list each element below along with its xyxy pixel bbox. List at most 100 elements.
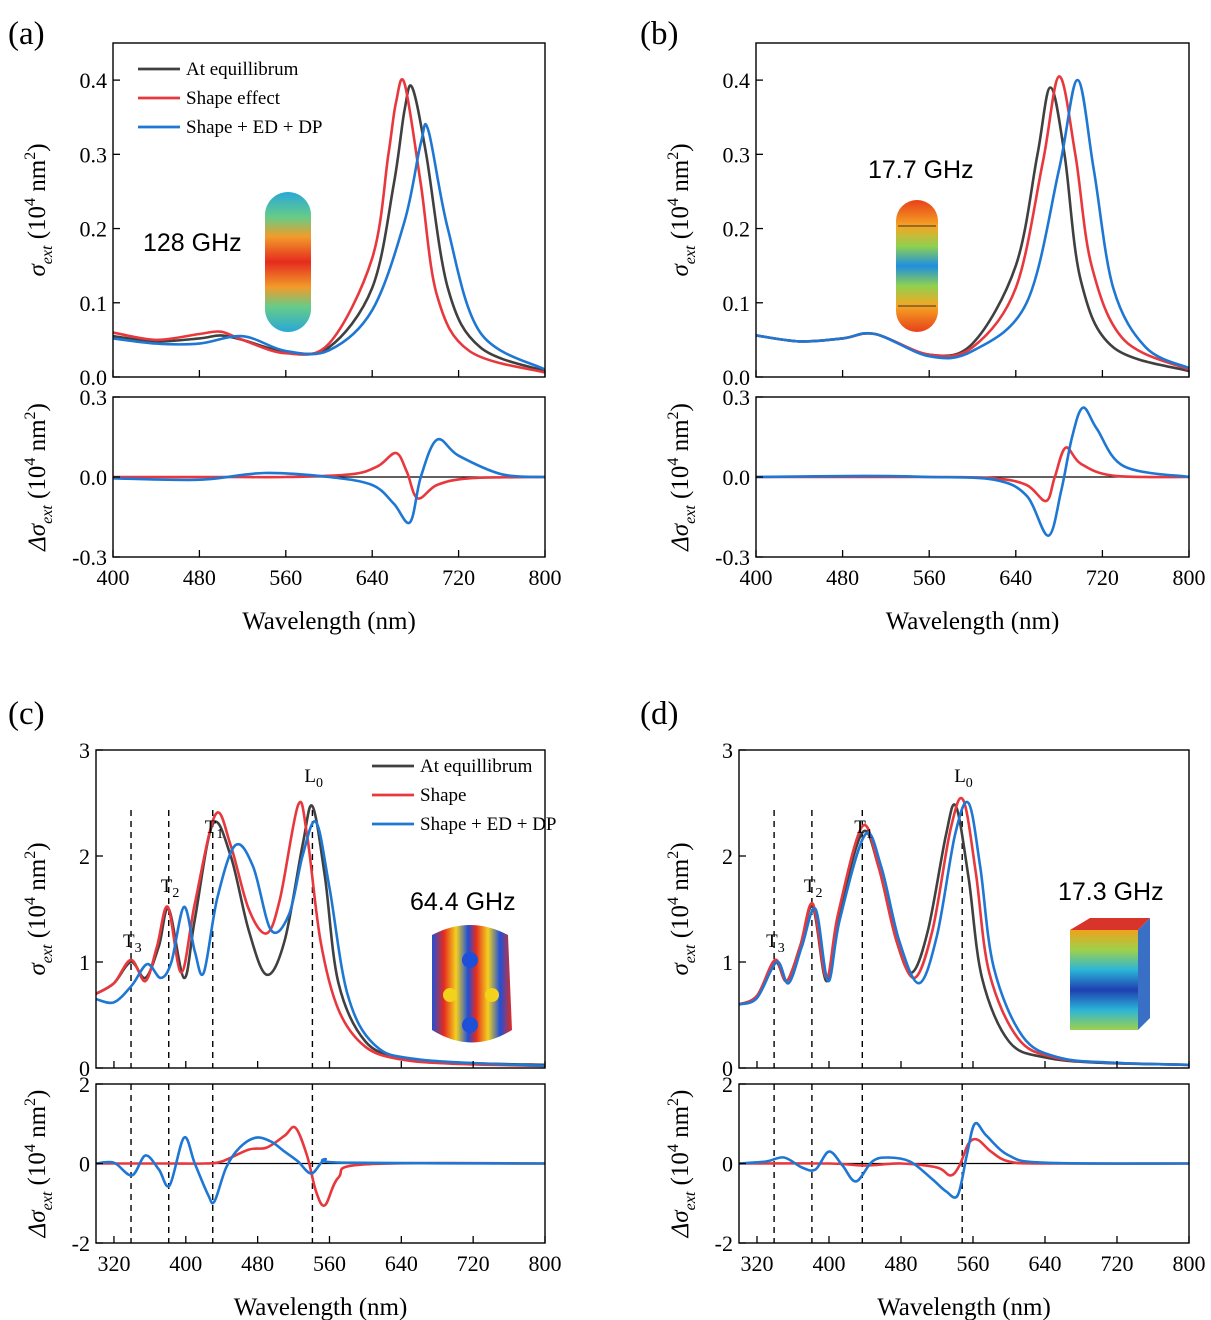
y-axis-label-part: nm <box>667 858 694 897</box>
x-tick-label: 480 <box>241 1251 274 1276</box>
legend: At equillibrum Shape effect Shape + ED + D… <box>138 59 322 138</box>
panel-label: (c) <box>8 696 45 732</box>
series-line <box>113 78 545 374</box>
peak-label-sub: 0 <box>966 776 973 791</box>
y-tick-label: 3 <box>79 738 90 763</box>
y-axis-label-part: ext <box>682 505 699 524</box>
y-axis-label-bottom: Δσext (104 nm2) <box>22 403 56 552</box>
y-axis-label-part: ext <box>682 944 699 963</box>
x-tick-label: 720 <box>1101 1251 1134 1276</box>
plot-frame <box>112 42 546 378</box>
y-tick-label: 0.0 <box>80 465 108 490</box>
y-axis-label-part: σ <box>24 962 51 976</box>
series-line <box>96 820 545 1068</box>
y-tick-label: 0.2 <box>80 217 108 242</box>
y-axis-label-part: nm <box>24 419 51 458</box>
y-tick-label: 0.3 <box>80 142 108 167</box>
peak-label-sub: 1 <box>216 827 223 842</box>
y-axis-label-part: 2 <box>665 851 682 859</box>
plot-frame <box>95 749 546 1069</box>
x-tick-label: 320 <box>741 1251 774 1276</box>
x-tick-label: 480 <box>885 1251 918 1276</box>
x-axis-label: Wavelength (nm) <box>242 608 416 635</box>
series-line <box>756 86 1189 373</box>
peak-label: T1 <box>205 817 224 842</box>
plot-frame <box>738 749 1190 1069</box>
y-tick-label: 0 <box>722 1152 733 1177</box>
y-axis-label-part: Δσ <box>24 522 51 552</box>
y-axis-label-part: nm <box>24 858 51 897</box>
x-axis-label: Wavelength (nm) <box>234 1294 408 1320</box>
y-tick-label: -0.3 <box>72 545 107 570</box>
y-axis-label-part: 4 <box>22 198 39 206</box>
y-axis-label-part: ext <box>39 1191 56 1210</box>
y-tick-label: 0.1 <box>80 291 108 316</box>
legend-entry: Shape effect <box>186 88 281 109</box>
legend-entry: Shape + ED + DP <box>420 814 556 835</box>
y-tick-label: 0 <box>79 1152 90 1177</box>
y-axis-label-part: 4 <box>665 198 682 206</box>
x-tick-label: 640 <box>356 565 389 590</box>
series-line <box>739 1137 1189 1177</box>
y-axis-label-bottom: Δσext (104 nm2) <box>665 403 699 552</box>
plot-frame <box>755 42 1190 378</box>
y-axis-label-part: (10 <box>24 206 51 246</box>
peak-label-name: T <box>804 876 816 897</box>
y-tick-label: -0.3 <box>715 545 750 570</box>
y-axis-label-part: 2 <box>665 1098 682 1106</box>
series-line <box>113 451 545 500</box>
y-tick-label: 0 <box>722 1056 733 1081</box>
y-tick-label: 1 <box>722 950 733 975</box>
y-axis-label-part: Δσ <box>24 1209 51 1239</box>
series-line <box>739 1121 1189 1199</box>
x-tick-label: 400 <box>813 1251 846 1276</box>
y-axis-label-part: ) <box>24 403 51 411</box>
y-axis-label-part: 2 <box>665 411 682 419</box>
x-tick-label: 400 <box>169 1251 202 1276</box>
y-axis-label-part: Δσ <box>667 1209 694 1239</box>
peak-label-name: L <box>954 766 966 787</box>
y-tick-label: 0.4 <box>723 68 751 93</box>
y-tick-label: 2 <box>79 844 90 869</box>
peak-label: T2 <box>804 876 823 901</box>
y-axis-label-part: ext <box>682 245 699 264</box>
y-tick-label: 0.3 <box>723 142 751 167</box>
y-tick-label: 3 <box>722 738 733 763</box>
frequency-annotation: 17.3 GHz <box>1058 878 1164 906</box>
y-axis-label-part: ext <box>39 505 56 524</box>
nanorod-field-icon <box>896 200 938 332</box>
legend-entry: At equillibrum <box>186 59 299 80</box>
y-axis-label-part: ) <box>24 1090 51 1098</box>
peak-label-name: T <box>766 931 778 952</box>
series-line <box>113 123 545 371</box>
y-axis-label-part: 2 <box>22 851 39 859</box>
x-tick-label: 320 <box>97 1251 130 1276</box>
x-tick-label: 800 <box>1173 1251 1206 1276</box>
legend-entry: Shape + ED + DP <box>186 117 322 138</box>
y-tick-label: 2 <box>722 1072 733 1097</box>
y-axis-label-part: σ <box>667 962 694 976</box>
y-axis-label-part: ext <box>39 944 56 963</box>
y-axis-label-part: ) <box>667 842 694 850</box>
frequency-annotation: 64.4 GHz <box>410 888 516 916</box>
y-axis-label-top: σext (104 nm2) <box>22 143 56 276</box>
y-axis-label-part: nm <box>667 1105 694 1144</box>
peak-label-sub: 1 <box>866 827 873 842</box>
peak-label: T2 <box>161 876 180 901</box>
peak-label-sub: 0 <box>316 776 323 791</box>
y-tick-label: 0.3 <box>80 385 108 410</box>
y-axis-label-part: 4 <box>665 458 682 466</box>
panel-label: (b) <box>640 16 678 52</box>
y-axis-label-part: (10 <box>667 1152 694 1192</box>
y-axis-label-part: 2 <box>22 152 39 160</box>
y-axis-label-part: ) <box>667 1090 694 1098</box>
nanobox-field-icon <box>432 925 512 1043</box>
x-tick-label: 560 <box>957 1251 990 1276</box>
series-line <box>113 437 545 525</box>
x-tick-label: 560 <box>269 565 302 590</box>
y-tick-label: 2 <box>722 844 733 869</box>
